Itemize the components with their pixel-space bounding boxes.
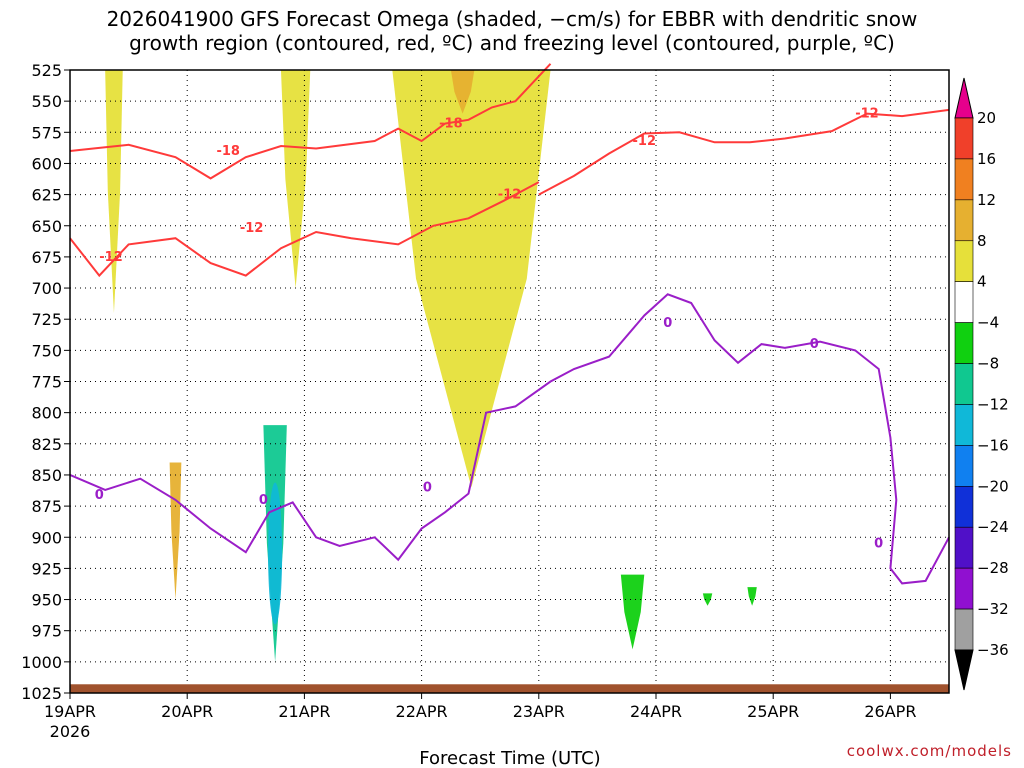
omega-shaded-region bbox=[702, 593, 713, 606]
y-tick-label: 1000 bbox=[21, 653, 62, 672]
y-tick-label: 1025 bbox=[21, 684, 62, 703]
omega-shaded-region bbox=[392, 70, 551, 488]
colorbar-swatch bbox=[954, 199, 974, 242]
colorbar-swatch bbox=[954, 363, 974, 405]
colorbar-label: −20 bbox=[977, 477, 1009, 495]
y-tick-label: 750 bbox=[31, 341, 62, 360]
dgz-contour-label: -12 bbox=[633, 134, 657, 149]
colorbar: 20 16 12 8 4 −4 −8 −12 −16 −20 −24 −28 −32 −36 bbox=[954, 77, 1009, 691]
colorbar-swatch bbox=[954, 158, 974, 201]
omega-shaded-region bbox=[280, 70, 311, 289]
x-tick-label: 24APR bbox=[630, 702, 682, 721]
plot-area: -12 -18 -12 -18 -12 -12 -12 0 0 0 0 0 0 bbox=[69, 63, 950, 694]
omega-shaded-region bbox=[169, 462, 182, 600]
omega-shaded-region bbox=[747, 587, 757, 606]
colorbar-label: 16 bbox=[977, 150, 996, 168]
dgz-contour-minus18 bbox=[69, 63, 552, 180]
y-tick-label: 875 bbox=[31, 497, 62, 516]
y-tick-label: 700 bbox=[31, 279, 62, 298]
colorbar-label: −16 bbox=[977, 436, 1009, 454]
terrain-band bbox=[70, 684, 949, 693]
freezing-contour-label: 0 bbox=[810, 337, 819, 352]
colorbar-swatch bbox=[954, 404, 974, 446]
colorbar-swatch bbox=[954, 281, 974, 323]
credit-link[interactable]: coolwx.com/models bbox=[847, 742, 1012, 760]
x-tick-label: 19APR bbox=[44, 702, 96, 721]
colorbar-label: −36 bbox=[977, 641, 1009, 659]
dgz-contour-label: -12 bbox=[240, 221, 264, 236]
y-tick-label: 950 bbox=[31, 591, 62, 610]
y-tick-label: 900 bbox=[31, 528, 62, 547]
freezing-contour-label: 0 bbox=[874, 536, 883, 551]
y-tick-label: 675 bbox=[31, 248, 62, 267]
colorbar-label: −24 bbox=[977, 518, 1009, 536]
omega-shaded-region bbox=[105, 70, 123, 313]
y-tick-label: 775 bbox=[31, 373, 62, 392]
colorbar-swatch bbox=[954, 322, 974, 364]
colorbar-label: −28 bbox=[977, 559, 1009, 577]
dgz-contour-label: -12 bbox=[498, 188, 522, 203]
x-tick-label: 22APR bbox=[396, 702, 448, 721]
dgz-contour-label: -18 bbox=[439, 117, 463, 132]
y-tick-label: 850 bbox=[31, 466, 62, 485]
colorbar-top-arrow bbox=[954, 77, 974, 119]
y-tick-label: 725 bbox=[31, 310, 62, 329]
y-tick-label: 825 bbox=[31, 435, 62, 454]
freezing-contour-label: 0 bbox=[259, 493, 268, 508]
colorbar-swatch bbox=[954, 240, 974, 282]
chart-title-line-1: 2026041900 GFS Forecast Omega (shaded, −… bbox=[107, 7, 918, 31]
freezing-level-contour bbox=[69, 293, 950, 585]
x-axis-label: Forecast Time (UTC) bbox=[419, 748, 600, 768]
colorbar-bottom-arrow bbox=[954, 649, 974, 691]
x-tick-label: 20APR bbox=[161, 702, 213, 721]
dgz-contour-label: -18 bbox=[216, 144, 240, 159]
colorbar-label: −32 bbox=[977, 600, 1009, 618]
freezing-contour-label: 0 bbox=[95, 488, 104, 503]
x-tick-label: 23APR bbox=[513, 702, 565, 721]
freezing-contour-label: 0 bbox=[423, 480, 432, 495]
y-tick-label: 600 bbox=[31, 154, 62, 173]
colorbar-swatch bbox=[954, 567, 974, 610]
y-tick-label: 925 bbox=[31, 559, 62, 578]
colorbar-label: −12 bbox=[977, 395, 1009, 413]
colorbar-label: 8 bbox=[977, 232, 987, 250]
y-tick-label: 550 bbox=[31, 92, 62, 111]
x-year-label: 2026 bbox=[50, 722, 91, 741]
omega-shaded-region bbox=[620, 574, 645, 650]
y-axis: 525 550 575 600 625 650 675 700 725 750 775 800 825 8… bbox=[21, 61, 70, 703]
y-tick-label: 650 bbox=[31, 217, 62, 236]
x-axis: 19APR 20APR 21APR 22APR 23APR 24APR 25APR 26APR… bbox=[44, 693, 916, 741]
dgz-contour-label: -12 bbox=[99, 250, 123, 265]
y-tick-label: 975 bbox=[31, 622, 62, 641]
omega-core-region bbox=[268, 482, 283, 625]
colorbar-label: 12 bbox=[977, 191, 996, 209]
omega-shaded-region bbox=[450, 70, 475, 114]
freezing-contour-label: 0 bbox=[663, 316, 672, 331]
x-tick-label: 26APR bbox=[864, 702, 916, 721]
dgz-contour-label: -12 bbox=[855, 107, 879, 122]
colorbar-label: −8 bbox=[977, 355, 999, 373]
colorbar-swatch bbox=[954, 486, 974, 528]
colorbar-swatch bbox=[954, 608, 974, 651]
colorbar-label: 20 bbox=[977, 109, 996, 127]
colorbar-swatch bbox=[954, 445, 974, 487]
x-tick-label: 21APR bbox=[278, 702, 330, 721]
x-tick-label: 25APR bbox=[747, 702, 799, 721]
colorbar-label: −4 bbox=[977, 314, 999, 332]
y-tick-label: 575 bbox=[31, 123, 62, 142]
chart-title-line-2: growth region (contoured, red, ºC) and f… bbox=[129, 31, 895, 55]
colorbar-swatch bbox=[954, 526, 974, 569]
y-tick-label: 800 bbox=[31, 404, 62, 423]
y-tick-label: 625 bbox=[31, 186, 62, 205]
colorbar-swatch bbox=[954, 117, 974, 160]
dgz-contour-minus12-lower bbox=[69, 181, 540, 278]
colorbar-label: 4 bbox=[977, 273, 987, 291]
dgz-contour-minus12-upper bbox=[538, 108, 950, 196]
y-tick-label: 525 bbox=[31, 61, 62, 80]
